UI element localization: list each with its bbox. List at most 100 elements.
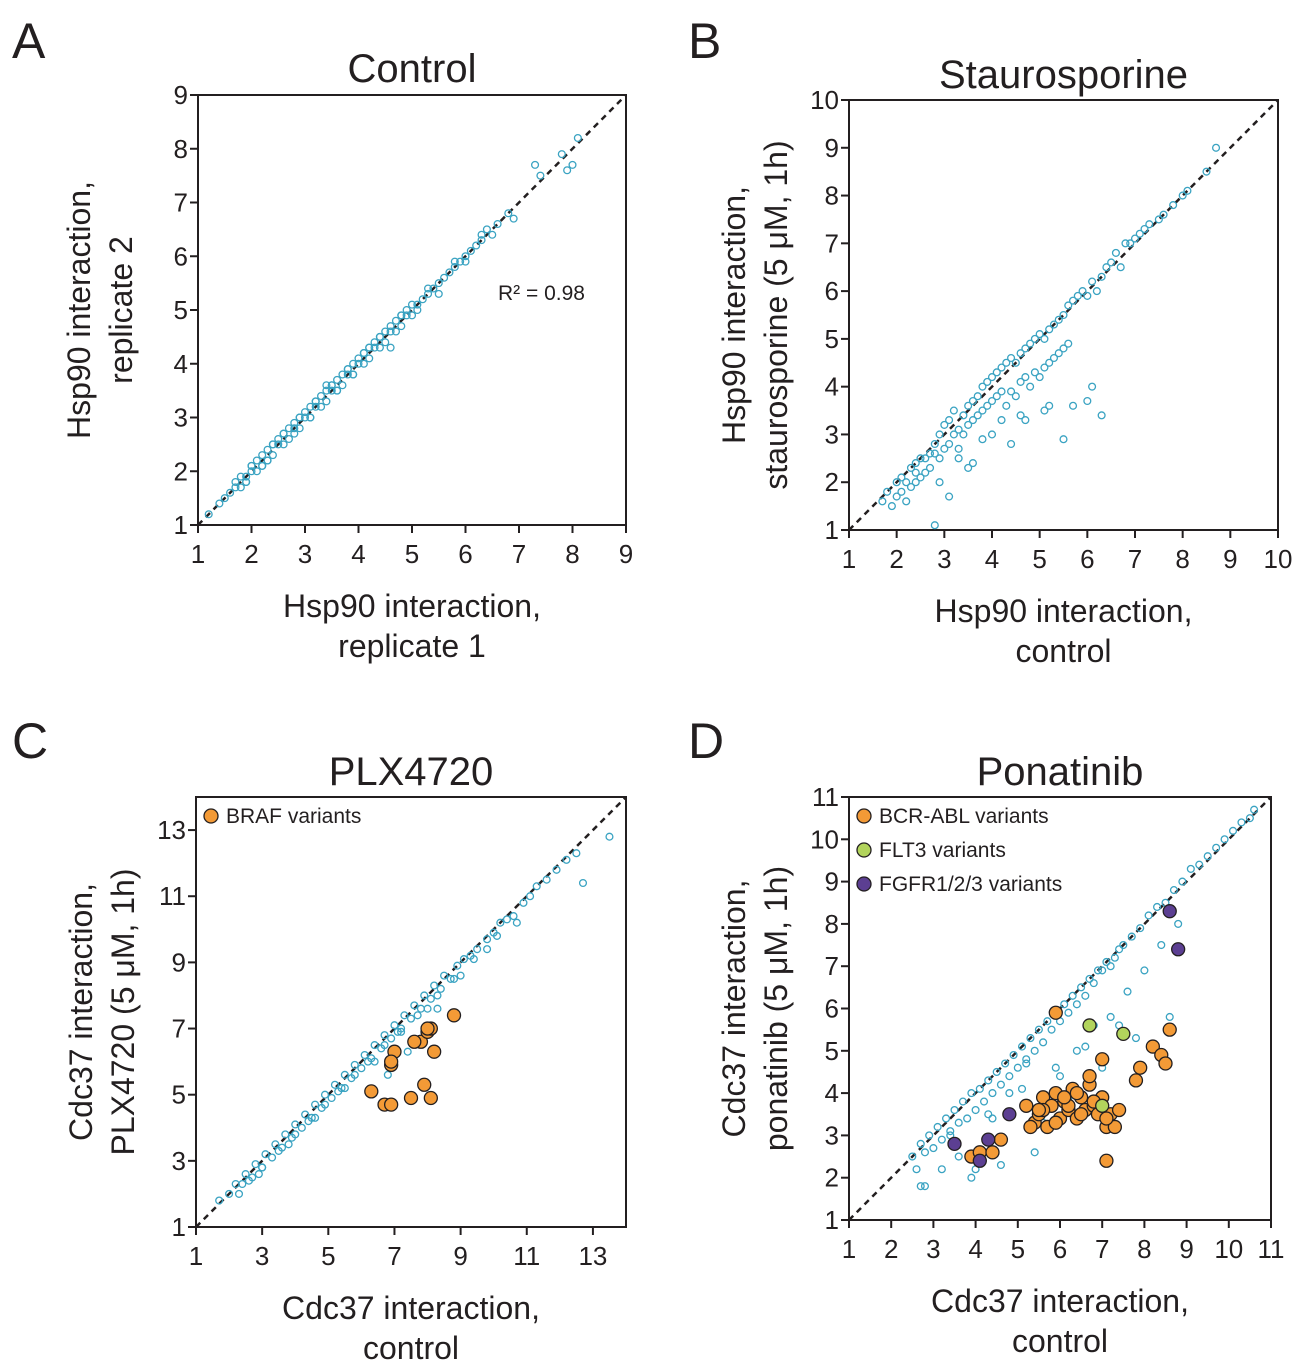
chart-c-point bbox=[605, 832, 614, 841]
chart-d-point bbox=[1169, 886, 1178, 895]
chart-d-x-tick-label: 11 bbox=[1258, 1234, 1285, 1264]
chart-a-point bbox=[349, 359, 358, 368]
chart-a-point bbox=[290, 429, 299, 438]
chart-c-highlight-point bbox=[364, 1084, 379, 1099]
chart-b-point bbox=[964, 463, 973, 472]
chart-b-point bbox=[978, 435, 987, 444]
chart-d-point bbox=[1237, 818, 1246, 827]
chart-a-point bbox=[370, 338, 379, 347]
chart-b-point bbox=[1040, 334, 1049, 343]
chart-b-x-tick-label: 1 bbox=[842, 544, 856, 574]
chart-d-point bbox=[1093, 966, 1103, 975]
chart-a-point bbox=[327, 386, 336, 395]
chart-b-frame bbox=[848, 99, 1279, 531]
chart-d-highlight-point bbox=[1133, 1060, 1148, 1075]
chart-c-point bbox=[357, 1064, 366, 1073]
chart-a-x-axis-label-line: replicate 1 bbox=[338, 628, 486, 664]
chart-d-x-tick-label: 1 bbox=[842, 1234, 856, 1264]
chart-b-point bbox=[1064, 339, 1073, 348]
chart-d-point bbox=[916, 1139, 925, 1148]
chart-a-x-tick-label: 4 bbox=[351, 539, 365, 569]
chart-d-highlight-point bbox=[947, 1136, 962, 1152]
chart-c-point bbox=[473, 945, 482, 954]
chart-c-x-axis-label-line: control bbox=[363, 1330, 459, 1361]
chart-b-x-tick-label: 6 bbox=[1080, 544, 1094, 574]
chart-b-y-tick-label: 2 bbox=[825, 467, 839, 497]
chart-d-point bbox=[963, 1114, 972, 1123]
chart-b-point bbox=[973, 392, 982, 401]
chart-a-point bbox=[268, 451, 277, 460]
chart-b-point bbox=[1092, 287, 1101, 296]
chart-c-y-tick-label: 3 bbox=[172, 1146, 186, 1176]
chart-b-point bbox=[1121, 239, 1130, 248]
chart-b-point bbox=[1002, 358, 1011, 367]
chart-d-point bbox=[1119, 940, 1128, 950]
chart-a-title: Control bbox=[348, 47, 477, 91]
chart-b-point bbox=[949, 406, 958, 415]
chart-b-point bbox=[959, 430, 968, 439]
chart-b-point bbox=[1140, 224, 1149, 234]
chart-b-y-tick-label: 1 bbox=[825, 515, 839, 545]
chart-d-x-tick-label: 7 bbox=[1095, 1234, 1109, 1264]
chart-a-point bbox=[375, 343, 384, 352]
chart-d-point bbox=[1228, 826, 1238, 835]
chart-d-point bbox=[1195, 860, 1204, 869]
chart-d-highlight-point bbox=[1095, 1098, 1110, 1113]
chart-d-point bbox=[1005, 1072, 1014, 1081]
chart-c-y-tick-label: 1 bbox=[172, 1212, 186, 1242]
chart-d-point bbox=[1022, 1059, 1031, 1068]
chart-d-highlight-point bbox=[1031, 1102, 1047, 1118]
chart-b-point bbox=[1064, 301, 1073, 310]
chart-d-y-tick-label: 1 bbox=[825, 1205, 839, 1235]
chart-b-point bbox=[954, 454, 963, 463]
chart-c-point bbox=[281, 1130, 290, 1139]
chart-c-point bbox=[311, 1100, 320, 1109]
chart-c-point bbox=[459, 955, 468, 964]
chart-c-highlight-point bbox=[427, 1044, 442, 1059]
chart-d-point bbox=[1157, 940, 1166, 950]
chart-d-point bbox=[946, 1127, 955, 1136]
chart-a-point bbox=[279, 429, 288, 438]
chart-a-point bbox=[295, 424, 304, 433]
chart-b-point bbox=[1016, 377, 1025, 386]
chart-a-point bbox=[220, 494, 229, 503]
chart-d-highlight-point bbox=[1128, 1073, 1144, 1088]
chart-b-point bbox=[1159, 210, 1168, 219]
chart-a-point bbox=[397, 311, 406, 320]
chart-a-point bbox=[440, 273, 449, 282]
chart-c-x-tick-label: 5 bbox=[321, 1241, 335, 1271]
chart-d-highlight-point bbox=[1002, 1107, 1017, 1122]
chart-b-x-tick-label: 7 bbox=[1128, 544, 1142, 574]
chart-a-x-tick-label: 7 bbox=[512, 539, 526, 569]
chart-b-point bbox=[987, 396, 997, 406]
chart-a-point bbox=[300, 408, 310, 417]
panel-letter-b: B bbox=[688, 13, 721, 69]
chart-d-title: Ponatinib bbox=[977, 750, 1144, 794]
chart-a-y-axis-label-line: Hsp90 interaction, bbox=[61, 181, 97, 439]
chart-b-point bbox=[964, 420, 973, 429]
chart-a-point bbox=[365, 343, 374, 352]
chart-b-point bbox=[930, 449, 939, 458]
chart-b-point bbox=[945, 416, 954, 425]
chart-c-point bbox=[330, 1080, 339, 1089]
chart-b-point bbox=[1102, 263, 1111, 272]
chart-c-point bbox=[413, 1011, 422, 1020]
chart-d-point bbox=[1039, 1038, 1048, 1047]
chart-a-point bbox=[402, 305, 411, 315]
chart-b-point bbox=[902, 497, 911, 506]
chart-c-point bbox=[403, 1047, 412, 1056]
chart-b-point bbox=[1007, 387, 1016, 396]
chart-c-point bbox=[311, 1113, 320, 1122]
chart-d-x-axis-label-line: control bbox=[1012, 1323, 1108, 1359]
chart-a-point bbox=[263, 456, 272, 465]
chart-b-point bbox=[1059, 344, 1068, 353]
chart-a-x-tick-label: 2 bbox=[244, 539, 258, 569]
chart-d-point bbox=[1068, 991, 1077, 1000]
chart-c-point bbox=[420, 991, 429, 1000]
chart-a-point bbox=[274, 434, 283, 444]
chart-c-point bbox=[380, 1031, 389, 1040]
chart-c-title: PLX4720 bbox=[329, 750, 494, 794]
chart-c-point bbox=[509, 912, 518, 921]
chart-a-x-axis-label-line: Hsp90 interaction, bbox=[283, 588, 541, 624]
